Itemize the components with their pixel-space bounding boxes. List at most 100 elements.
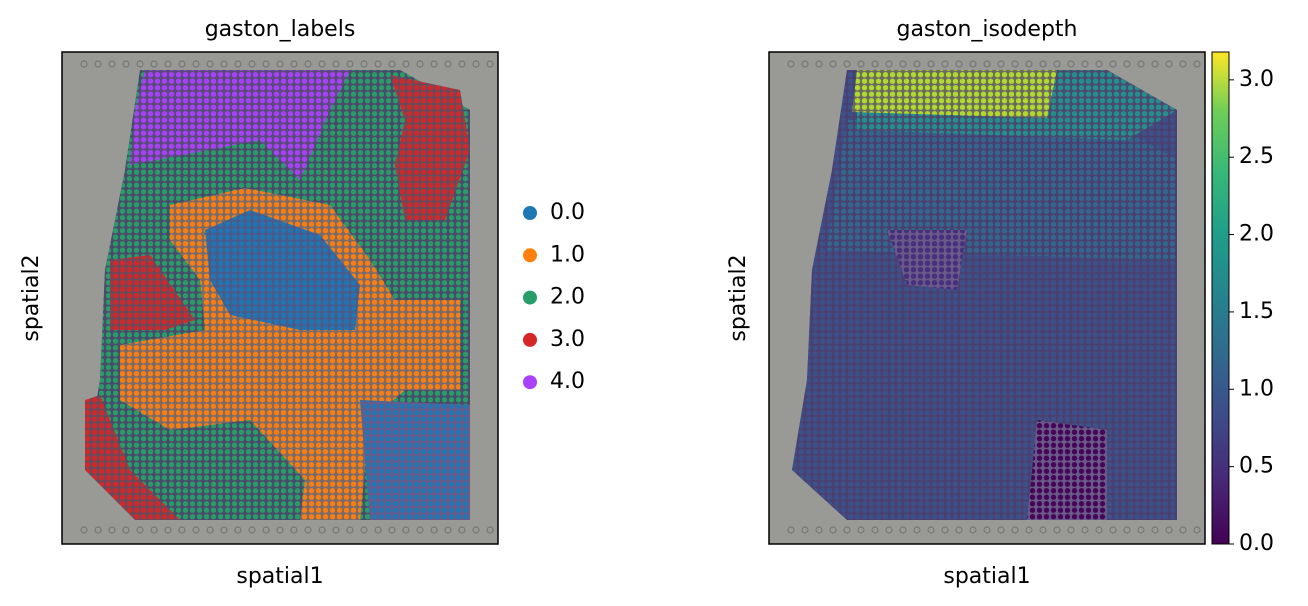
fiducial	[80, 526, 88, 534]
colorbar-tick-label: 2.0	[1239, 222, 1274, 247]
fiducial	[857, 526, 865, 534]
fiducial	[234, 526, 242, 534]
fiducial	[150, 526, 158, 534]
fiducial	[955, 60, 963, 68]
legend-label: 1.0	[550, 242, 585, 267]
fiducial	[304, 60, 312, 68]
fiducial	[1123, 60, 1131, 68]
fiducial	[1109, 60, 1117, 68]
fiducial	[416, 60, 424, 68]
fiducial	[955, 526, 963, 534]
fiducial	[1179, 60, 1187, 68]
domain-region	[205, 210, 360, 330]
fiducial	[80, 60, 88, 68]
fiducial	[486, 526, 494, 534]
fiducial	[1067, 60, 1075, 68]
fiducial	[150, 60, 158, 68]
fiducial	[374, 60, 382, 68]
fiducial	[997, 60, 1005, 68]
fiducial	[108, 526, 116, 534]
fiducial	[1193, 60, 1201, 68]
fiducial	[444, 526, 452, 534]
fiducial	[941, 60, 949, 68]
x-axis-label: spatial1	[236, 564, 323, 589]
fiducial	[829, 526, 837, 534]
legend-marker	[523, 248, 537, 263]
legend-marker	[523, 332, 537, 347]
fiducial	[388, 60, 396, 68]
fiducial	[983, 60, 991, 68]
fiducial	[1025, 60, 1033, 68]
fiducial	[318, 526, 326, 534]
legend-label: 3.0	[550, 327, 585, 352]
fiducial	[815, 60, 823, 68]
fiducial	[94, 60, 102, 68]
colorbar-tick-label: 1.5	[1239, 299, 1274, 324]
fiducial	[1095, 526, 1103, 534]
fiducial	[1081, 526, 1089, 534]
fiducial	[1025, 526, 1033, 534]
isodepth-region	[852, 70, 1057, 118]
fiducial	[486, 60, 494, 68]
fiducial	[262, 60, 270, 68]
fiducial	[234, 60, 242, 68]
domain-region	[120, 188, 460, 520]
fiducial	[192, 526, 200, 534]
domain-region	[110, 255, 195, 330]
domain-region	[360, 400, 470, 520]
fiducial	[913, 526, 921, 534]
fiducial	[416, 526, 424, 534]
fiducial	[787, 526, 795, 534]
fiducial	[1109, 526, 1117, 534]
fiducial	[1123, 526, 1131, 534]
fiducial	[94, 526, 102, 534]
fiducial	[871, 526, 879, 534]
fiducial	[262, 526, 270, 534]
fiducial	[1165, 526, 1173, 534]
fiducial	[1011, 526, 1019, 534]
fiducial	[220, 526, 228, 534]
fiducial	[304, 526, 312, 534]
fiducial	[843, 60, 851, 68]
fiducial	[941, 526, 949, 534]
fiducial	[787, 60, 795, 68]
fiducial	[458, 60, 466, 68]
fiducial	[927, 60, 935, 68]
fiducial	[248, 526, 256, 534]
isodepth-region	[1027, 420, 1107, 520]
fiducial	[829, 60, 837, 68]
fiducial	[1011, 60, 1019, 68]
fiducial	[899, 60, 907, 68]
fiducial	[472, 526, 480, 534]
fiducial	[122, 60, 130, 68]
x-axis-label: spatial1	[943, 564, 1030, 589]
colorbar-tick-label: 2.5	[1239, 144, 1274, 169]
fiducial	[1193, 526, 1201, 534]
fiducial	[444, 60, 452, 68]
colorbar	[1211, 51, 1230, 545]
fiducial	[430, 60, 438, 68]
legend-label: 2.0	[550, 285, 585, 310]
domain-region	[85, 395, 180, 520]
fiducial	[360, 526, 368, 534]
y-axis-label: spatial2	[19, 254, 44, 341]
fiducial	[192, 60, 200, 68]
y-axis-label: spatial2	[726, 254, 751, 341]
fiducial	[388, 526, 396, 534]
fiducial	[969, 60, 977, 68]
fiducial	[220, 60, 228, 68]
legend-marker	[523, 375, 537, 390]
fiducial	[1067, 526, 1075, 534]
fiducial	[136, 526, 144, 534]
fiducial	[248, 60, 256, 68]
fiducial	[276, 60, 284, 68]
legend-label: 0.0	[550, 200, 585, 225]
fiducial	[801, 60, 809, 68]
fiducial	[164, 60, 172, 68]
fiducial	[843, 526, 851, 534]
fiducial	[290, 60, 298, 68]
fiducial	[1179, 526, 1187, 534]
fiducial	[402, 60, 410, 68]
fiducial	[927, 526, 935, 534]
